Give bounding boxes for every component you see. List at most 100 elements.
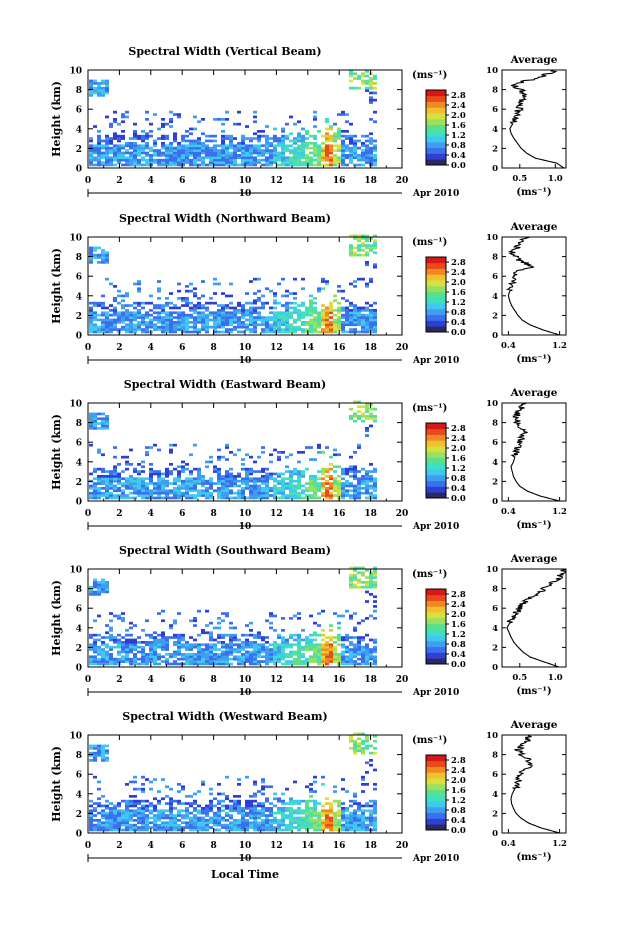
heatmap-cell: [349, 576, 353, 579]
heatmap-cell: [325, 156, 329, 160]
heatmap-cell: [309, 321, 313, 324]
heatmap-cell: [369, 154, 373, 157]
heatmap-cell: [97, 328, 101, 331]
heatmap-cell: [89, 94, 93, 97]
x-tick-label: 16: [333, 509, 346, 519]
heatmap-cell: [289, 151, 293, 155]
heatmap-cell: [193, 643, 197, 647]
heatmap-cell: [101, 823, 105, 827]
heatmap-cell: [145, 477, 149, 481]
heatmap-cell: [357, 645, 361, 649]
heatmap-cell: [269, 161, 273, 164]
heatmap-cell: [305, 142, 309, 145]
heatmap-cell: [313, 323, 317, 327]
heatmap-cell: [113, 465, 117, 469]
heatmap-cell: [121, 823, 125, 827]
heatmap-cell: [369, 412, 373, 416]
heatmap-cell: [273, 127, 277, 131]
colorbar-swatch: [426, 606, 446, 613]
heatmap-cell: [145, 491, 149, 495]
heatmap-cell: [357, 802, 361, 805]
heatmap-cell: [105, 149, 109, 152]
heatmap-cell: [161, 645, 165, 649]
heatmap-cell: [177, 161, 181, 164]
heatmap-cell: [249, 330, 253, 334]
heatmap-cell: [93, 578, 97, 582]
heatmap-cell: [257, 289, 261, 293]
heatmap-cell: [289, 655, 293, 659]
heatmap-cell: [133, 653, 137, 656]
heatmap-cell: [181, 137, 185, 140]
heatmap-cell: [353, 472, 357, 476]
colorbar-tick-label: 1.2: [451, 298, 466, 308]
heatmap-cell: [89, 321, 93, 324]
heatmap-cell: [89, 158, 93, 162]
heatmap-cell: [105, 419, 109, 423]
heatmap-cell: [361, 477, 365, 481]
colorbar-swatch: [426, 130, 446, 137]
heatmap-cell: [357, 253, 361, 257]
heatmap-cell: [253, 645, 257, 649]
heatmap-cell: [217, 330, 221, 334]
heatmap-cell: [337, 156, 341, 160]
heatmap-cell: [229, 804, 233, 808]
heatmap-cell: [305, 816, 309, 820]
heatmap-cell: [181, 814, 185, 817]
heatmap-cell: [289, 328, 293, 331]
heatmap-cell: [189, 154, 193, 157]
heatmap-cell: [261, 318, 265, 322]
heatmap-cell: [345, 489, 349, 493]
heatmap-cell: [205, 657, 209, 661]
x-tick-label: 14: [302, 176, 315, 186]
average-x-tick-label: 0.4: [501, 507, 516, 517]
heatmap-cell: [137, 325, 141, 329]
heatmap-cell: [109, 626, 113, 630]
heatmap-cell: [349, 585, 353, 589]
heatmap-cell: [341, 297, 345, 300]
heatmap-cell: [349, 814, 353, 817]
heatmap-cell: [285, 313, 289, 317]
heatmap-cell: [365, 149, 369, 152]
heatmap-cell: [217, 282, 221, 286]
heatmap-cell: [93, 144, 97, 148]
heatmap-cell: [201, 311, 205, 315]
heatmap-cell: [121, 814, 125, 817]
heatmap-cell: [97, 130, 101, 133]
heatmap-cell: [313, 638, 317, 642]
heatmap-cell: [185, 821, 189, 825]
heatmap-cell: [117, 804, 121, 808]
heatmap-cell: [133, 313, 137, 317]
heatmap-cell: [233, 158, 237, 162]
heatmap-cell: [329, 826, 333, 829]
heatmap-cell: [197, 489, 201, 493]
heatmap-cell: [129, 484, 133, 488]
heatmap-cell: [349, 282, 353, 286]
heatmap-cell: [333, 653, 337, 656]
heatmap-cell: [297, 816, 301, 820]
heatmap-cell: [209, 460, 213, 464]
heatmap-cell: [93, 301, 97, 305]
day-label: 10: [239, 854, 252, 864]
heatmap-cell: [297, 482, 301, 485]
heatmap-cell: [173, 154, 177, 157]
heatmap-cell: [373, 144, 377, 148]
heatmap-cell: [193, 496, 197, 500]
heatmap-cell: [313, 110, 317, 114]
heatmap-cell: [225, 660, 229, 663]
heatmap-cell: [353, 237, 357, 240]
heatmap-cell: [229, 313, 233, 317]
heatmap-cell: [349, 816, 353, 820]
heatmap-cell: [237, 316, 241, 319]
heatmap-cell: [117, 151, 121, 155]
heatmap-cell: [305, 643, 309, 647]
heatmap-cell: [293, 819, 297, 822]
heatmap-cell: [193, 638, 197, 642]
heatmap-cell: [309, 614, 313, 618]
heatmap-cell: [101, 419, 105, 423]
heatmap-cell: [97, 797, 101, 801]
heatmap-cell: [225, 137, 229, 140]
heatmap-cell: [113, 297, 117, 300]
heatmap-cell: [313, 655, 317, 659]
heatmap-cell: [137, 487, 141, 490]
heatmap-cell: [365, 328, 369, 331]
